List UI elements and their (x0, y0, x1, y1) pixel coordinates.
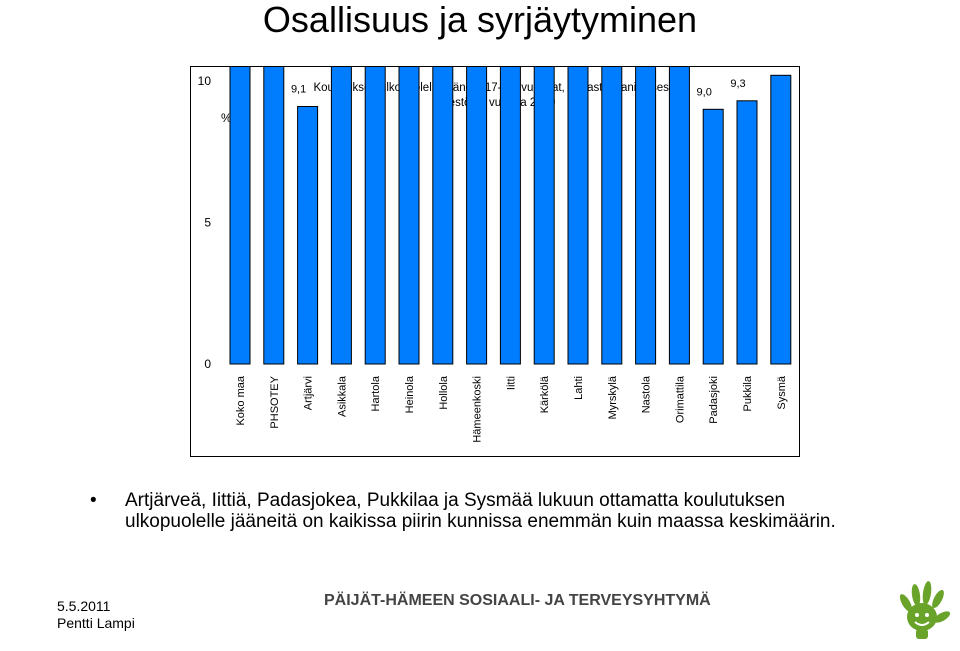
x-tick-label: PHSOTEY (269, 375, 281, 428)
x-axis-labels: Koko maa PHSOTEY Artjärvi Asikkala Hartola He… (235, 375, 788, 443)
bar (432, 67, 454, 365)
bar (229, 67, 251, 365)
x-tick-label: Hollola (438, 375, 450, 410)
y-axis-ticks: 0510152025 (198, 74, 212, 371)
bar (770, 74, 792, 365)
bar (364, 67, 386, 365)
data-label: 9,1 (291, 84, 306, 96)
x-tick-label: Hämeenkoski (472, 376, 484, 443)
x-tick-label: Sysmä (776, 375, 788, 410)
hand-logo-icon (899, 581, 951, 639)
y-axis-label: % (221, 111, 232, 125)
x-tick-label: Nastola (641, 375, 653, 413)
bar (398, 67, 420, 365)
bullet-marker: • (90, 490, 97, 511)
bar (533, 67, 555, 365)
x-tick-label: Kärkölä (539, 375, 551, 413)
data-label: 9,3 (730, 78, 745, 90)
slide-title: Osallisuus ja syrjäytyminen (262, 0, 698, 40)
y-tick-label: 5 (204, 216, 211, 230)
bar (297, 106, 319, 365)
x-tick-label: Pukkila (742, 375, 754, 411)
bar (330, 67, 352, 365)
data-labels: 11,413,69,113,312,912,712,314,611,316,31… (291, 78, 746, 99)
bar (668, 67, 690, 365)
bar-chart: Koulutuksen ulkopuolelle jääneet 17-24 -… (190, 66, 800, 457)
x-tick-label: Koko maa (235, 375, 247, 425)
bar (499, 67, 521, 365)
x-tick-label: Artjärvi (303, 376, 315, 410)
x-tick-label: Orimattila (674, 375, 686, 423)
x-tick-label: Asikkala (336, 375, 348, 417)
bar (601, 67, 623, 365)
y-tick-label: 10 (198, 74, 212, 88)
bar (702, 108, 724, 365)
x-tick-label: Padasjoki (708, 376, 720, 424)
data-label: 9,0 (697, 86, 712, 98)
bar (263, 67, 285, 365)
footer-organization: PÄIJÄT-HÄMEEN SOSIAALI- JA TERVEYSYHTYMÄ (324, 592, 711, 609)
x-tick-label: Iitti (505, 376, 517, 390)
y-tick-label: 0 (204, 357, 211, 371)
bullet-text: Artjärveä, Iittiä, Padasjokea, Pukkilaa … (125, 490, 836, 532)
x-tick-label: Hartola (370, 375, 382, 411)
x-tick-label: Lahti (573, 376, 585, 400)
bar (567, 67, 589, 365)
footer-date-author: 5.5.2011 Pentti Lampi (57, 598, 135, 632)
bar (635, 67, 657, 365)
footer-author: Pentti Lampi (57, 615, 135, 631)
x-tick-label: Heinola (404, 375, 416, 413)
bar (736, 100, 758, 365)
bars (229, 67, 792, 365)
chart-canvas: Koulutuksen ulkopuolelle jääneet 17-24 -… (198, 67, 792, 443)
x-tick-label: Myrskylä (607, 375, 619, 419)
bar (466, 67, 488, 365)
footer-date: 5.5.2011 (57, 598, 111, 614)
